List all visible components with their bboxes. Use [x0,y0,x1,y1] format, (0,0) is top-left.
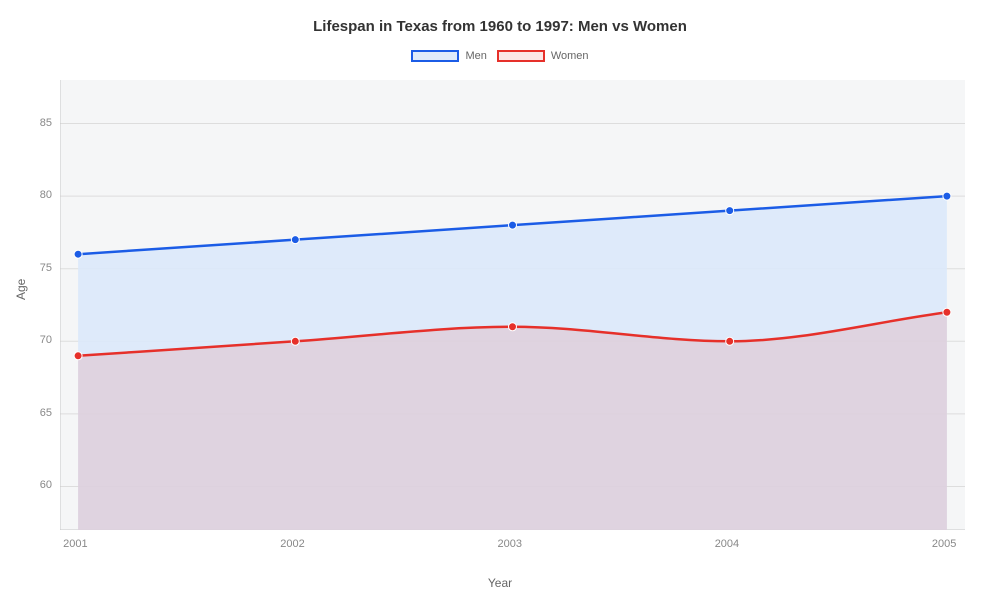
y-tick-label: 65 [40,407,52,419]
x-tick-label: 2003 [498,538,522,550]
y-tick-label: 80 [40,189,52,201]
legend-label: Men [465,50,486,62]
y-tick-label: 85 [40,117,52,129]
chart-legend: Men Women [0,50,1000,62]
legend-swatch [411,50,459,62]
y-axis-label: Age [14,279,28,300]
x-tick-label: 2002 [280,538,304,550]
x-tick-label: 2001 [63,538,87,550]
legend-swatch [497,50,545,62]
x-axis-label: Year [0,576,1000,590]
x-tick-label: 2005 [932,538,956,550]
y-tick-label: 70 [40,334,52,346]
chart-title: Lifespan in Texas from 1960 to 1997: Men… [0,18,1000,35]
x-tick-label: 2004 [715,538,739,550]
chart-plot [60,80,965,530]
legend-item: Men [411,50,486,62]
legend-label: Women [551,50,589,62]
legend-item: Women [497,50,589,62]
y-tick-label: 75 [40,262,52,274]
y-tick-label: 60 [40,479,52,491]
